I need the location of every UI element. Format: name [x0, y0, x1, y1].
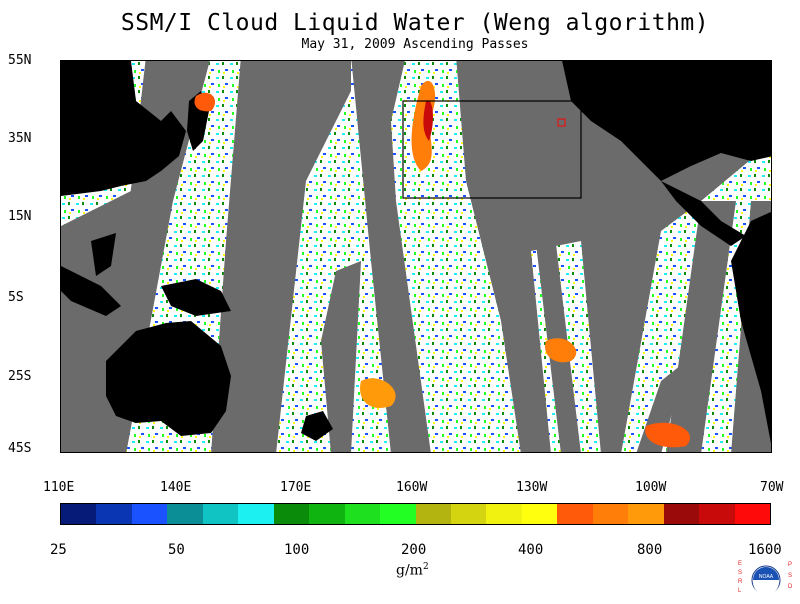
location-marker [557, 118, 566, 127]
units-exponent: 2 [422, 562, 429, 572]
no-data-gap [351, 61, 431, 452]
colorbar-swatch [380, 504, 416, 524]
colorbar-swatch [238, 504, 274, 524]
lat-label: 5S [8, 290, 24, 305]
map-subtitle: May 31, 2009 Ascending Passes [301, 37, 529, 52]
land-asia [61, 61, 186, 196]
lat-label: 55N [8, 53, 32, 68]
lon-label: 160W [396, 480, 428, 495]
cloud-feature-high [645, 422, 691, 448]
lon-label: 110E [43, 480, 75, 495]
lon-label: 70W [760, 480, 784, 495]
land-new-guinea [161, 279, 231, 316]
map-svg [61, 61, 771, 452]
land-philippines [91, 233, 116, 276]
colorbar-tick-label: 25 [50, 542, 67, 558]
colorbar-tick-label: 100 [284, 542, 310, 558]
analysis-region-box [402, 100, 582, 199]
noaa-logo-svg: NOAA [751, 565, 781, 595]
colorbar-tick-label: 1600 [748, 542, 782, 558]
colorbar-swatch [628, 504, 664, 524]
no-data-gap [321, 261, 361, 452]
map-panel [60, 60, 772, 453]
lon-label: 100W [635, 480, 667, 495]
lon-label: 140E [160, 480, 192, 495]
colorbar-swatch [450, 504, 487, 524]
land-north-america [562, 61, 771, 181]
colorbar-swatch [415, 504, 451, 524]
lon-label: 170E [280, 480, 312, 495]
land-south-america [731, 211, 771, 444]
lat-label: 45S [8, 441, 32, 456]
noaa-logo: NOAA ESRL PSD [738, 560, 794, 600]
logo-left-letters: ESRL [738, 561, 743, 594]
cloud-feature-high [545, 338, 577, 363]
cloud-feature-max [423, 100, 433, 141]
colorbar [60, 503, 771, 525]
colorbar-swatch [521, 504, 558, 524]
no-data-gap [241, 61, 351, 452]
colorbar-swatch [273, 504, 310, 524]
land-central-america [661, 181, 746, 246]
cloud-feature-high [360, 378, 396, 409]
lat-label: 35N [8, 131, 32, 146]
colorbar-swatch [663, 504, 700, 524]
lat-label: 25S [8, 369, 32, 384]
logo-right-letters: PSD [788, 562, 793, 590]
colorbar-swatch [131, 504, 168, 524]
land-borneo [61, 266, 121, 316]
lat-label: 15N [8, 209, 32, 224]
no-data-gap [581, 231, 661, 452]
colorbar-tick-label: 400 [518, 542, 544, 558]
colorbar-swatch [309, 504, 345, 524]
colorbar-swatch [734, 504, 771, 524]
colorbar-units: g/m2 [396, 562, 429, 579]
colorbar-swatch [167, 504, 203, 524]
cloud-feature-high [194, 92, 216, 112]
map-title: SSM/I Cloud Liquid Water (Weng algorithm… [120, 10, 710, 36]
no-data-gap [666, 201, 736, 452]
colorbar-swatch [202, 504, 239, 524]
colorbar-swatch [592, 504, 629, 524]
colorbar-swatch [344, 504, 381, 524]
colorbar-swatch [486, 504, 522, 524]
colorbar-tick-label: 200 [401, 542, 427, 558]
colorbar-swatch [96, 504, 132, 524]
land-new-zealand [301, 411, 333, 441]
land-australia [106, 321, 231, 436]
units-main: g/m [396, 562, 423, 579]
colorbar-swatch [557, 504, 593, 524]
colorbar-swatch [699, 504, 735, 524]
colorbar-tick-label: 50 [168, 542, 185, 558]
colorbar-swatch [61, 504, 97, 524]
logo-center-text: NOAA [759, 574, 774, 580]
lon-label: 130W [516, 480, 548, 495]
colorbar-tick-label: 800 [637, 542, 663, 558]
